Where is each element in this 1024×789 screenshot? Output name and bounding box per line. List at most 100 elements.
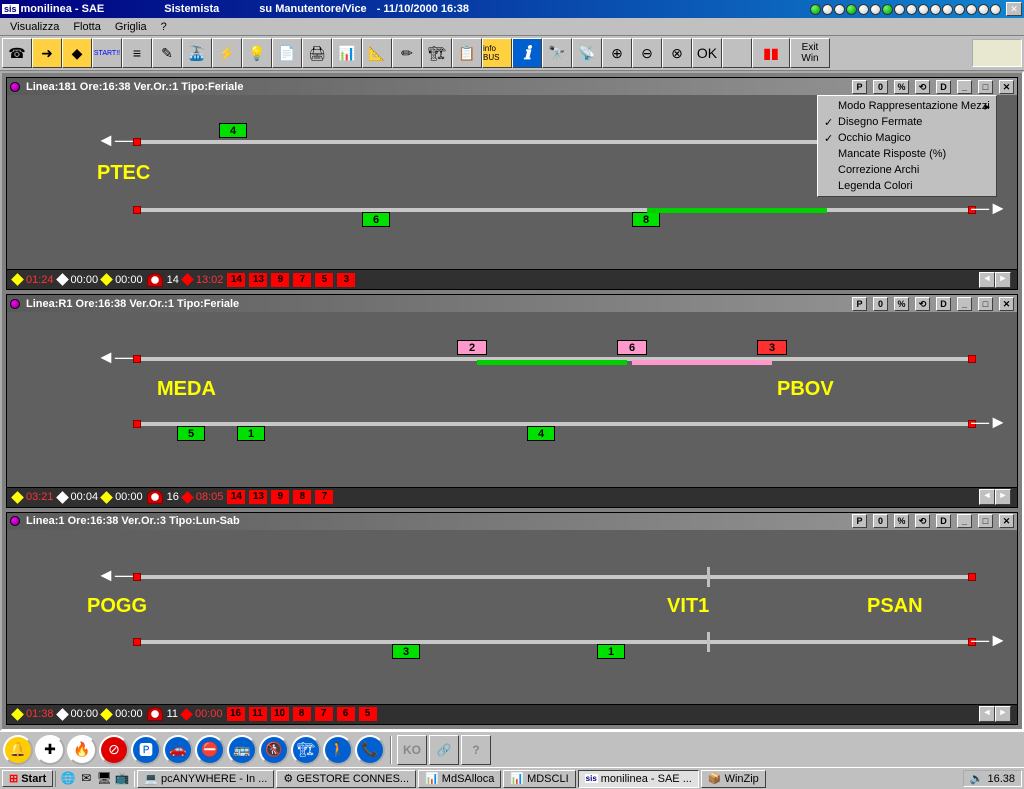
alert-btn[interactable]: 🚗 [163, 735, 193, 765]
child-btn-0[interactable]: 0 [873, 297, 888, 311]
vehicle-3[interactable]: 3 [757, 340, 787, 355]
alert-btn[interactable]: 🚷 [259, 735, 289, 765]
win-ctrl[interactable]: □ [978, 80, 993, 94]
alert-btn[interactable]: 🏗 [291, 735, 321, 765]
toolbar-btn-15[interactable]: 📋 [452, 38, 482, 68]
ctx-item[interactable]: Correzione Archi [820, 162, 994, 178]
alert-btn[interactable]: 🅿 [131, 735, 161, 765]
task-button[interactable]: 📊MDSCLI [503, 770, 575, 788]
win-ctrl[interactable]: ✕ [999, 297, 1014, 311]
child-btn-D[interactable]: D [936, 80, 951, 94]
vehicle-1[interactable]: 1 [237, 426, 265, 441]
toolbar-btn-3[interactable]: START!! [92, 38, 122, 68]
task-button[interactable]: 📊MdSAlloca [418, 770, 501, 788]
toolbar-btn-2[interactable]: ◆ [62, 38, 92, 68]
ctx-item[interactable]: Disegno Fermate [820, 114, 994, 130]
vehicle-4[interactable]: 4 [527, 426, 555, 441]
vehicle-2[interactable]: 2 [457, 340, 487, 355]
win-ctrl[interactable]: □ [978, 297, 993, 311]
start-button[interactable]: ⊞Start [2, 770, 53, 787]
alert-btn[interactable]: 🚶 [323, 735, 353, 765]
task-button[interactable]: sismonilinea - SAE ... [578, 770, 699, 788]
toolbar-btn-13[interactable]: ✏ [392, 38, 422, 68]
toolbar-btn-10[interactable]: 🖨 [302, 38, 332, 68]
child-btn-⟲[interactable]: ⟲ [915, 80, 930, 94]
vehicle-6[interactable]: 6 [362, 212, 390, 227]
toolbar-btn-17[interactable]: ℹ [512, 38, 542, 68]
ql-icon[interactable]: ✉ [78, 771, 94, 787]
close-button[interactable]: ✕ [1006, 2, 1022, 16]
toolbar-btn-25[interactable]: ▮▮ [752, 38, 790, 68]
vehicle-8[interactable]: 8 [632, 212, 660, 227]
task-button[interactable]: ⚙GESTORE CONNES... [276, 770, 416, 788]
task-button[interactable]: 📦WinZip [701, 770, 766, 788]
alert-btn[interactable]: 📞 [355, 735, 385, 765]
ctx-item[interactable]: Occhio Magico [820, 130, 994, 146]
toolbar-btn-1[interactable]: ➜ [32, 38, 62, 68]
ctx-item[interactable]: Mancate Risposte (%) [820, 146, 994, 162]
vehicle-5[interactable]: 5 [177, 426, 205, 441]
child-btn-⟲[interactable]: ⟲ [915, 514, 930, 528]
alert-btn[interactable]: 🔔 [3, 735, 33, 765]
toolbar-btn-23[interactable]: OK [692, 38, 722, 68]
toolbar-btn-7[interactable]: ⚡ [212, 38, 242, 68]
toolbar-btn-4[interactable]: ≡ [122, 38, 152, 68]
child-btn-P[interactable]: P [852, 514, 867, 528]
toolbar-btn-5[interactable]: ✎ [152, 38, 182, 68]
ql-icon[interactable]: 🌐 [60, 771, 76, 787]
toolbar-btn-0[interactable]: ☎ [2, 38, 32, 68]
task-button[interactable]: 💻pcANYWHERE - In ... [137, 770, 274, 788]
track-area[interactable]: ◄——►POGGVIT1PSAN31 [7, 530, 1017, 704]
win-ctrl[interactable]: ✕ [999, 514, 1014, 528]
toolbar-btn-9[interactable]: 📄 [272, 38, 302, 68]
alert-btn[interactable]: 🚌 [227, 735, 257, 765]
child-btn-D[interactable]: D [936, 514, 951, 528]
bottom-sq-btn[interactable]: ? [461, 735, 491, 765]
child-btn-%[interactable]: % [894, 514, 909, 528]
child-btn-D[interactable]: D [936, 297, 951, 311]
alert-btn[interactable]: 🔥 [67, 735, 97, 765]
toolbar-btn-21[interactable]: ⊖ [632, 38, 662, 68]
toolbar-btn-20[interactable]: ⊕ [602, 38, 632, 68]
vehicle-1[interactable]: 1 [597, 644, 625, 659]
menu-griglia[interactable]: Griglia [109, 20, 153, 34]
win-ctrl[interactable]: □ [978, 514, 993, 528]
toolbar-btn-12[interactable]: 📐 [362, 38, 392, 68]
alert-btn[interactable]: ✚ [35, 735, 65, 765]
ql-icon[interactable]: 🖥 [96, 771, 112, 787]
toolbar-btn-11[interactable]: 📊 [332, 38, 362, 68]
track-area[interactable]: ◄——►MEDAPBOV263514 [7, 312, 1017, 486]
vehicle-3[interactable]: 3 [392, 644, 420, 659]
toolbar-btn-24[interactable] [722, 38, 752, 68]
tray-icon[interactable]: 🔊 [970, 772, 984, 785]
ctx-item[interactable]: Modo Rappresentazione Mezzi [820, 98, 994, 114]
menu-visualizza[interactable]: Visualizza [4, 20, 65, 34]
win-ctrl[interactable]: ✕ [999, 80, 1014, 94]
toolbar-btn-22[interactable]: ⊗ [662, 38, 692, 68]
child-btn-0[interactable]: 0 [873, 80, 888, 94]
child-btn-⟲[interactable]: ⟲ [915, 297, 930, 311]
win-ctrl[interactable]: _ [957, 80, 972, 94]
child-btn-P[interactable]: P [852, 297, 867, 311]
win-ctrl[interactable]: _ [957, 297, 972, 311]
toolbar-btn-14[interactable]: 🏗 [422, 38, 452, 68]
menu-?[interactable]: ? [155, 20, 173, 34]
vehicle-4[interactable]: 4 [219, 123, 247, 138]
vehicle-6[interactable]: 6 [617, 340, 647, 355]
toolbar-btn-8[interactable]: 💡 [242, 38, 272, 68]
child-btn-0[interactable]: 0 [873, 514, 888, 528]
child-btn-%[interactable]: % [894, 297, 909, 311]
ctx-item[interactable]: Legenda Colori [820, 178, 994, 194]
menu-flotta[interactable]: Flotta [67, 20, 107, 34]
alert-btn[interactable]: ⊘ [99, 735, 129, 765]
track-area[interactable]: ◄——►PTEC468Modo Rappresentazione MezziDi… [7, 95, 1017, 269]
exit-button[interactable]: ExitWin [790, 38, 830, 68]
ql-icon[interactable]: 📺 [114, 771, 130, 787]
toolbar-btn-18[interactable]: 🔭 [542, 38, 572, 68]
win-ctrl[interactable]: _ [957, 514, 972, 528]
alert-btn[interactable]: ⛔ [195, 735, 225, 765]
toolbar-btn-16[interactable]: info BUS [482, 38, 512, 68]
child-btn-%[interactable]: % [894, 80, 909, 94]
toolbar-btn-19[interactable]: 📡 [572, 38, 602, 68]
bottom-sq-btn[interactable]: KO [397, 735, 427, 765]
